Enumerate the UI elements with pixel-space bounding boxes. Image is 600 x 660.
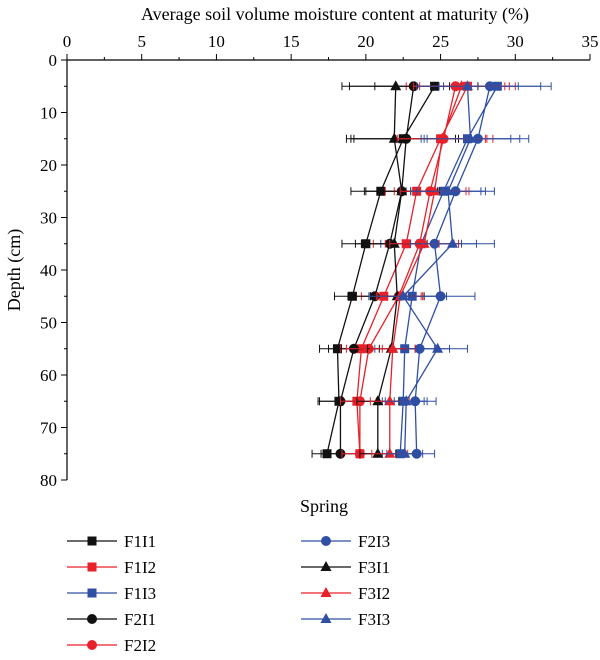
y-tick-label: 30 bbox=[40, 209, 57, 228]
series-f2i1 bbox=[317, 81, 479, 459]
legend-label: F3I2 bbox=[358, 584, 390, 603]
series-line bbox=[399, 85, 498, 454]
data-point bbox=[429, 185, 441, 196]
series-line bbox=[389, 86, 463, 454]
legend-label: F1I2 bbox=[124, 558, 156, 577]
x-tick-label: 25 bbox=[432, 32, 449, 51]
x-tick-label: 15 bbox=[283, 32, 300, 51]
data-point bbox=[390, 80, 402, 91]
data-point bbox=[432, 342, 444, 353]
data-point bbox=[384, 395, 396, 406]
x-tick-label: 5 bbox=[137, 32, 146, 51]
legend-label: F2I3 bbox=[358, 532, 390, 551]
legend-label: F1I3 bbox=[124, 584, 156, 603]
x-tick-label: 0 bbox=[63, 32, 72, 51]
legend-marker bbox=[87, 562, 97, 572]
data-point bbox=[418, 237, 430, 248]
legend-marker bbox=[87, 588, 97, 598]
data-point bbox=[388, 132, 400, 143]
data-point bbox=[442, 185, 454, 196]
y-tick-label: 70 bbox=[40, 419, 57, 438]
legend-item-f1i2: F1I2 bbox=[67, 558, 156, 577]
legend-label: F1I1 bbox=[124, 532, 156, 551]
data-point bbox=[399, 447, 411, 458]
legend-marker bbox=[320, 561, 332, 571]
legend-item-f3i2: F3I2 bbox=[301, 584, 390, 603]
legend-item-f2i1: F2I1 bbox=[67, 610, 156, 629]
y-tick-label: 50 bbox=[40, 314, 57, 333]
legend-title: Spring bbox=[300, 496, 348, 516]
series-line bbox=[326, 85, 436, 454]
legend-item-f1i3: F1I3 bbox=[67, 584, 156, 603]
y-axis-title: Depth (cm) bbox=[4, 229, 25, 311]
x-tick-label: 35 bbox=[582, 32, 599, 51]
x-axis-title: Average soil volume moisture content at … bbox=[141, 4, 529, 25]
legend: F1I1 F1I2 F1I3 F2I1 F2I2 F2I3 F3I1 F3I2 F3I3 bbox=[67, 532, 390, 655]
legend-label: F2I1 bbox=[124, 610, 156, 629]
legend-label: F3I3 bbox=[358, 610, 390, 629]
legend-marker bbox=[87, 614, 97, 624]
legend-label: F3I1 bbox=[358, 558, 390, 577]
y-tick-label: 60 bbox=[40, 366, 57, 385]
data-point bbox=[400, 395, 412, 406]
legend-item-f1i1: F1I1 bbox=[67, 532, 156, 551]
series-line bbox=[339, 86, 415, 454]
data-point bbox=[396, 185, 408, 196]
legend-marker bbox=[320, 587, 332, 597]
y-tick-label: 0 bbox=[49, 51, 58, 70]
x-tick-label: 20 bbox=[357, 32, 374, 51]
data-point bbox=[372, 447, 384, 458]
x-tick-label: 10 bbox=[208, 32, 225, 51]
legend-item-f3i1: F3I1 bbox=[301, 558, 390, 577]
legend-marker bbox=[320, 613, 332, 623]
plot-area bbox=[311, 80, 552, 459]
legend-item-f2i2: F2I2 bbox=[67, 636, 156, 655]
data-point bbox=[436, 132, 448, 143]
y-tick-label: 40 bbox=[40, 261, 57, 280]
x-tick-label: 30 bbox=[507, 32, 524, 51]
series-line bbox=[377, 86, 403, 454]
data-point bbox=[397, 290, 409, 301]
series-line bbox=[414, 86, 491, 454]
legend-item-f3i3: F3I3 bbox=[301, 610, 390, 629]
axes: 0 5 10 15 20 25 30 35 0 10 20 30 40 50 60 70 80 bbox=[40, 32, 599, 490]
data-point bbox=[335, 448, 346, 459]
data-point bbox=[384, 447, 396, 458]
data-point bbox=[388, 237, 400, 248]
series-line bbox=[356, 85, 469, 454]
legend-marker bbox=[87, 640, 97, 650]
legend-marker bbox=[87, 536, 97, 546]
legend-marker bbox=[321, 536, 331, 546]
data-point bbox=[461, 80, 473, 91]
series-f3i3 bbox=[368, 80, 521, 458]
data-point bbox=[464, 132, 476, 143]
y-tick-label: 80 bbox=[40, 471, 57, 490]
data-point bbox=[387, 342, 399, 353]
y-tick-label: 10 bbox=[40, 104, 57, 123]
data-point bbox=[447, 237, 459, 248]
legend-item-f2i3: F2I3 bbox=[301, 532, 390, 551]
y-tick-label: 20 bbox=[40, 156, 57, 175]
data-point bbox=[372, 395, 384, 406]
legend-label: F2I2 bbox=[124, 636, 156, 655]
series-line bbox=[402, 86, 472, 454]
